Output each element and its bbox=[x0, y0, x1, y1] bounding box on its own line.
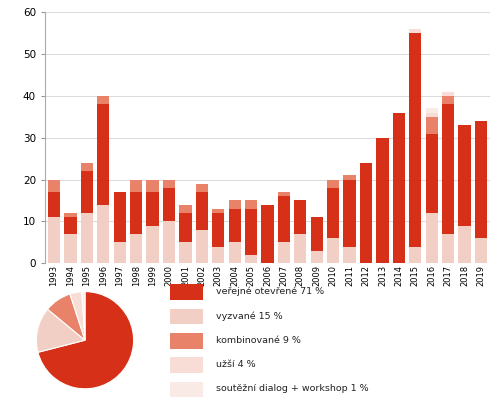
Text: soutěžní dialog + workshop 1 %: soutěžní dialog + workshop 1 % bbox=[216, 384, 368, 393]
Bar bbox=[426, 134, 438, 213]
Bar bbox=[327, 238, 340, 263]
Bar bbox=[48, 217, 60, 263]
Bar bbox=[245, 255, 257, 263]
Bar bbox=[179, 213, 192, 242]
Text: kombinované 9 %: kombinované 9 % bbox=[216, 336, 300, 345]
Bar bbox=[212, 247, 224, 263]
Bar bbox=[114, 242, 126, 263]
Bar bbox=[212, 209, 224, 213]
Bar bbox=[163, 188, 175, 222]
Bar bbox=[409, 29, 422, 33]
Bar bbox=[360, 163, 372, 263]
Bar bbox=[114, 192, 126, 242]
Bar bbox=[442, 234, 454, 263]
Bar bbox=[426, 213, 438, 263]
Bar bbox=[344, 247, 356, 263]
Bar bbox=[228, 209, 241, 242]
Bar bbox=[97, 104, 110, 205]
Text: veřejné otevřené 71 %: veřejné otevřené 71 % bbox=[216, 287, 324, 296]
Bar bbox=[475, 238, 487, 263]
Bar bbox=[426, 109, 438, 113]
Bar bbox=[376, 138, 388, 263]
Bar bbox=[179, 205, 192, 213]
Bar bbox=[146, 179, 158, 192]
Bar bbox=[170, 382, 202, 397]
Bar bbox=[228, 200, 241, 209]
Bar bbox=[409, 247, 422, 263]
Bar bbox=[179, 242, 192, 263]
Bar bbox=[80, 213, 93, 263]
Bar bbox=[442, 104, 454, 234]
Bar bbox=[170, 333, 202, 349]
Wedge shape bbox=[70, 292, 85, 340]
Bar bbox=[475, 121, 487, 238]
Bar bbox=[146, 192, 158, 226]
Bar bbox=[294, 234, 306, 263]
Bar bbox=[130, 234, 142, 263]
Bar bbox=[310, 217, 323, 251]
Bar bbox=[426, 117, 438, 134]
Bar bbox=[278, 242, 290, 263]
Text: užší 4 %: užší 4 % bbox=[216, 360, 255, 369]
Bar bbox=[130, 179, 142, 192]
Bar bbox=[212, 213, 224, 247]
Wedge shape bbox=[36, 309, 85, 352]
Bar bbox=[97, 96, 110, 104]
Bar bbox=[64, 234, 76, 263]
Bar bbox=[196, 184, 208, 192]
Text: vyzvané 15 %: vyzvané 15 % bbox=[216, 311, 282, 321]
Bar bbox=[442, 96, 454, 104]
Bar bbox=[344, 179, 356, 247]
Wedge shape bbox=[38, 292, 134, 389]
Bar bbox=[64, 213, 76, 217]
Bar bbox=[344, 175, 356, 179]
Bar bbox=[245, 200, 257, 209]
Bar bbox=[294, 200, 306, 234]
Bar bbox=[327, 179, 340, 188]
Bar bbox=[228, 242, 241, 263]
Bar bbox=[170, 284, 202, 300]
Bar bbox=[409, 33, 422, 247]
Bar bbox=[80, 163, 93, 171]
Bar bbox=[170, 309, 202, 324]
Bar bbox=[245, 209, 257, 255]
Bar bbox=[170, 357, 202, 373]
Bar bbox=[327, 188, 340, 238]
Wedge shape bbox=[82, 292, 85, 340]
Wedge shape bbox=[48, 294, 85, 340]
Bar bbox=[458, 226, 470, 263]
Bar bbox=[458, 125, 470, 226]
Bar bbox=[278, 192, 290, 196]
Bar bbox=[48, 192, 60, 217]
Bar bbox=[146, 226, 158, 263]
Bar bbox=[163, 222, 175, 263]
Bar bbox=[262, 205, 274, 263]
Bar bbox=[278, 196, 290, 242]
Bar bbox=[426, 113, 438, 117]
Bar bbox=[196, 192, 208, 230]
Bar bbox=[97, 205, 110, 263]
Bar bbox=[196, 230, 208, 263]
Bar bbox=[64, 217, 76, 234]
Bar bbox=[130, 192, 142, 234]
Bar bbox=[310, 251, 323, 263]
Bar bbox=[392, 113, 405, 263]
Bar bbox=[442, 92, 454, 96]
Bar bbox=[80, 171, 93, 213]
Bar bbox=[48, 179, 60, 192]
Bar bbox=[163, 179, 175, 188]
